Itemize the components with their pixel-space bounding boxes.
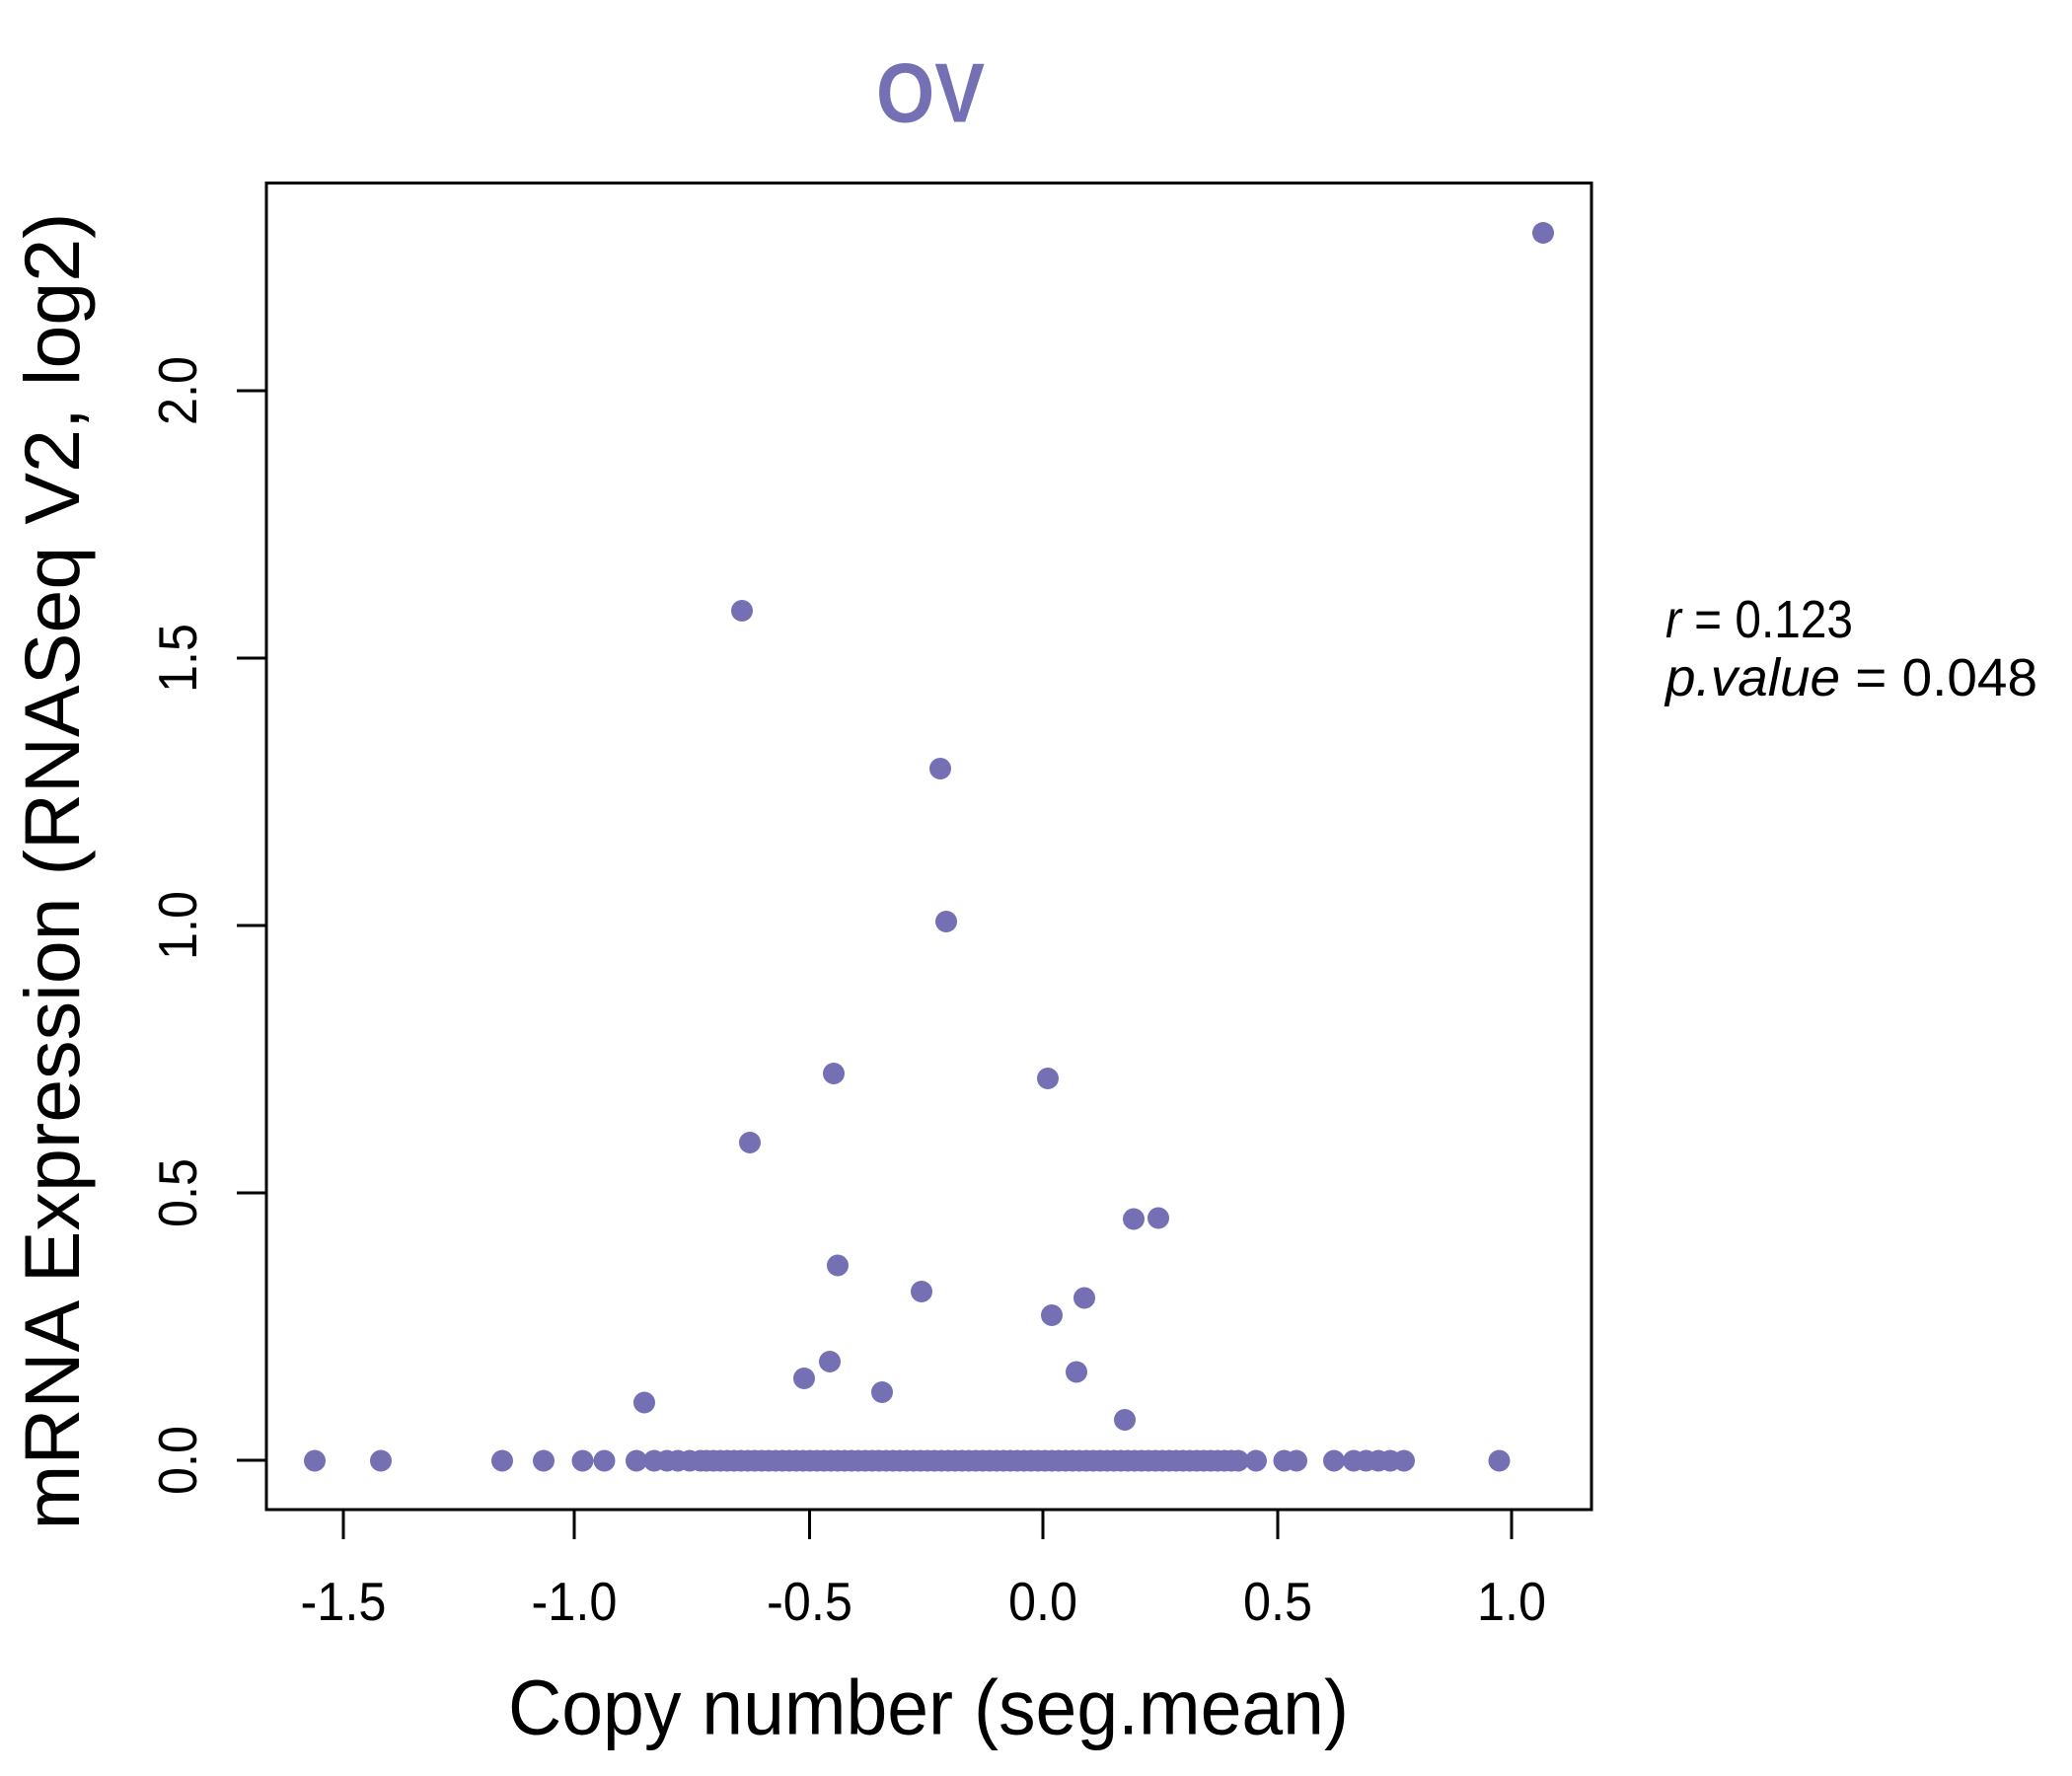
svg-text:0.5: 0.5 <box>147 1158 208 1227</box>
svg-text:1.0: 1.0 <box>1477 1571 1546 1632</box>
svg-text:OV: OV <box>876 47 985 141</box>
svg-text:0.5: 0.5 <box>1243 1571 1312 1632</box>
svg-text:2.0: 2.0 <box>147 356 208 425</box>
svg-text:-1.0: -1.0 <box>532 1571 618 1632</box>
svg-text:1.5: 1.5 <box>147 624 208 693</box>
svg-text:-1.5: -1.5 <box>301 1571 387 1632</box>
svg-text:1.0: 1.0 <box>147 891 208 960</box>
svg-text:r = 0.123: r = 0.123 <box>1665 590 1853 649</box>
svg-text:Copy number (seg.mean): Copy number (seg.mean) <box>508 1664 1349 1751</box>
svg-text:p.value = 0.048: p.value = 0.048 <box>1664 648 2037 707</box>
svg-text:mRNA Expression (RNASeq V2, lo: mRNA Expression (RNASeq V2, log2) <box>8 213 96 1530</box>
svg-text:0.0: 0.0 <box>147 1426 208 1495</box>
svg-text:0.0: 0.0 <box>1008 1571 1077 1632</box>
svg-text:-0.5: -0.5 <box>767 1571 852 1632</box>
